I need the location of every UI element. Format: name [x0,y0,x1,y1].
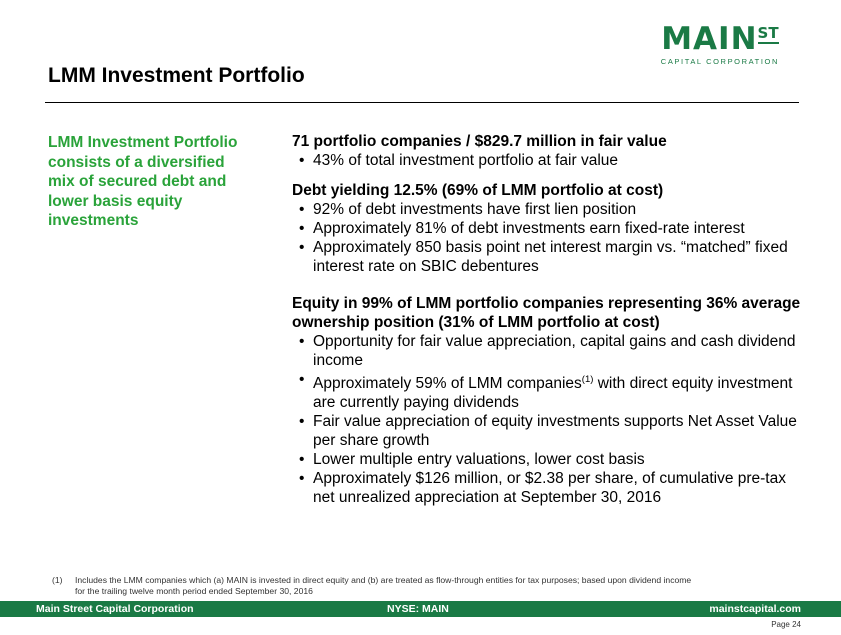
bullet-item: Approximately 59% of LMM companies(1) wi… [292,370,802,412]
logo-wordmark: MAINST [661,21,779,57]
bullet-list: 92% of debt investments have first lien … [292,200,802,276]
page-number: Page 24 [771,620,801,629]
section-portfolio: 71 portfolio companies / $829.7 million … [292,132,802,170]
bullet-item: Opportunity for fair value appreciation,… [292,332,802,370]
bullet-list: 43% of total investment portfolio at fai… [292,151,802,170]
section-heading: 71 portfolio companies / $829.7 million … [292,133,667,150]
section-heading: Equity in 99% of LMM portfolio companies… [292,295,801,331]
bullet-item: Approximately 850 basis point net intere… [292,238,802,276]
callout-text: LMM Investment Portfolio consists of a d… [48,134,238,229]
main-content: 71 portfolio companies / $829.7 million … [292,132,802,507]
title-divider [45,102,799,103]
footer-bar: Main Street Capital Corporation NYSE: MA… [0,601,841,617]
bullet-text-tail: with direct equity investment are curren… [313,375,793,412]
bullet-text: Approximately 59% of LMM companies [313,375,582,393]
section-debt: Debt yielding 12.5% (69% of LMM portfoli… [292,181,802,276]
bullet-item: 43% of total investment portfolio at fai… [292,151,802,170]
footnote-ref: (1) [581,374,594,385]
footnote-number: (1) [52,575,63,585]
section-equity: Equity in 99% of LMM portfolio companies… [292,294,802,507]
footer-website: mainstcapital.com [709,603,801,615]
logo-tagline: CAPITAL CORPORATION [660,57,779,66]
page-title: LMM Investment Portfolio [48,64,305,87]
footnote: (1) Includes the LMM companies which (a)… [52,575,692,597]
bullet-item: 92% of debt investments have first lien … [292,200,802,219]
section-heading: Debt yielding 12.5% (69% of LMM portfoli… [292,182,664,199]
footer-company: Main Street Capital Corporation [36,603,194,615]
bullet-item: Fair value appreciation of equity invest… [292,412,802,450]
company-logo: MAINST CAPITAL CORPORATION [661,24,779,66]
bullet-item: Approximately 81% of debt investments ea… [292,219,802,238]
footnote-text: Includes the LMM companies which (a) MAI… [75,575,692,596]
footer-ticker: NYSE: MAIN [387,603,449,615]
bullet-item: Lower multiple entry valuations, lower c… [292,450,802,469]
bullet-list: Opportunity for fair value appreciation,… [292,332,802,507]
bullet-item: Approximately $126 million, or $2.38 per… [292,469,802,507]
